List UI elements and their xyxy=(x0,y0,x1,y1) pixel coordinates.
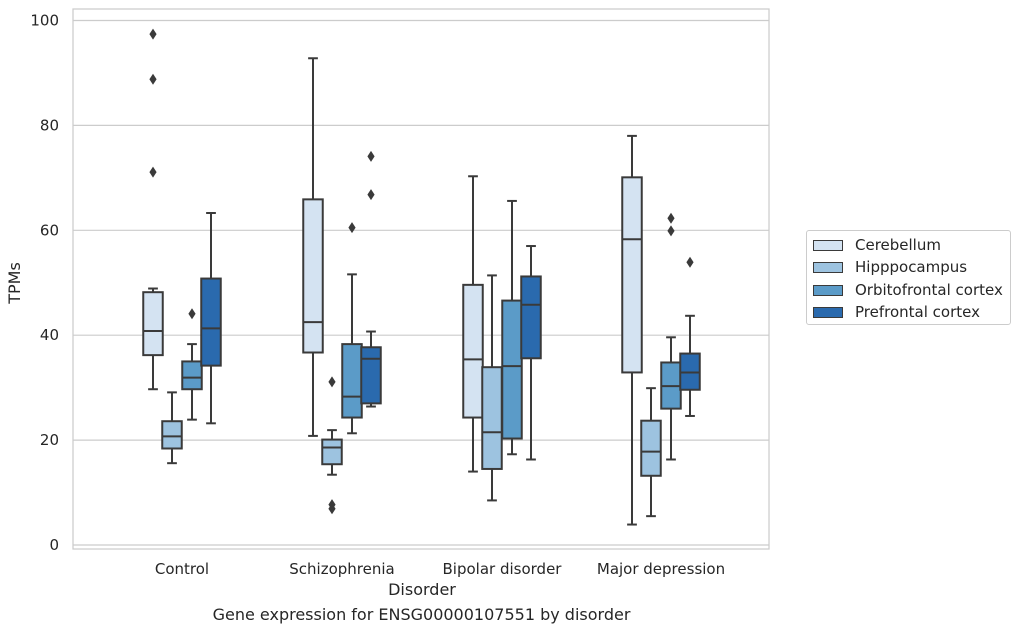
x-axis-label: Disorder xyxy=(388,580,456,599)
x-tick-label: Bipolar disorder xyxy=(443,560,563,578)
x-tick-labels: Control Schizophrenia Bipolar disorder Majo… xyxy=(155,560,725,578)
y-tick-label: 100 xyxy=(30,12,59,30)
x-tick-label: Schizophrenia xyxy=(289,560,394,578)
outlier-point xyxy=(149,28,157,40)
box-iqr xyxy=(360,346,382,405)
box-iqr xyxy=(621,176,643,374)
y-tick-label: 80 xyxy=(40,116,59,134)
outlier-point xyxy=(149,166,157,178)
legend-item-prefrontal-cortex: Prefrontal cortex xyxy=(813,302,980,322)
box-0-1 xyxy=(302,57,324,437)
box-3-2 xyxy=(520,245,542,461)
box-0-3 xyxy=(621,134,643,526)
box-3-3 xyxy=(679,256,701,417)
y-tick-label: 20 xyxy=(40,431,59,449)
box-iqr xyxy=(321,438,343,466)
outlier-point xyxy=(188,308,196,320)
legend-label-cerebellum: Cerebellum xyxy=(855,236,941,254)
outlier-point xyxy=(667,225,675,237)
legend-item-hippocampus: Hipppocampus xyxy=(813,257,967,277)
y-tick-labels: 0 20 40 60 80 100 xyxy=(30,12,59,555)
box-iqr xyxy=(142,291,164,357)
box-1-2 xyxy=(481,274,503,502)
box-0-0 xyxy=(142,28,164,391)
box-2-3 xyxy=(660,212,682,461)
outlier-point xyxy=(667,212,675,224)
box-2-0 xyxy=(181,308,203,421)
box-iqr xyxy=(501,299,523,440)
y-axis-label: TPMs xyxy=(5,262,24,305)
legend-swatch-prefrontal-cortex xyxy=(813,306,843,318)
legend-item-orbitofrontal-cortex: Orbitofrontal cortex xyxy=(813,280,1003,300)
box-1-0 xyxy=(161,391,183,465)
outlier-point xyxy=(367,150,375,162)
box-iqr xyxy=(302,198,324,354)
y-tick-label: 0 xyxy=(49,536,59,554)
y-tick-label: 40 xyxy=(40,326,59,344)
legend-swatch-orbitofrontal-cortex xyxy=(813,284,843,296)
box-iqr xyxy=(341,343,363,419)
box-0-2 xyxy=(462,175,484,473)
outlier-point xyxy=(149,73,157,85)
box-1-1 xyxy=(321,376,343,515)
x-tick-label: Control xyxy=(155,560,209,578)
box-iqr xyxy=(462,283,484,419)
legend-swatch-cerebellum xyxy=(813,239,843,251)
outlier-point xyxy=(686,256,694,268)
plot-frame xyxy=(72,8,770,550)
box-3-1 xyxy=(360,150,382,408)
box-2-2 xyxy=(501,199,523,456)
outlier-point xyxy=(328,376,336,388)
grid-lines xyxy=(73,19,769,546)
box-iqr xyxy=(161,420,183,450)
box-1-3 xyxy=(640,387,662,518)
y-tick-label: 60 xyxy=(40,221,59,239)
chart-title: Gene expression for ENSG00000107551 by d… xyxy=(212,605,631,624)
box-3-0 xyxy=(200,211,222,425)
legend-label-orbitofrontal-cortex: Orbitofrontal cortex xyxy=(855,281,1003,299)
legend-swatch-hippocampus xyxy=(813,261,843,273)
legend-label-hippocampus: Hipppocampus xyxy=(855,258,968,276)
box-iqr xyxy=(640,419,662,477)
box-iqr xyxy=(181,360,203,391)
outlier-point xyxy=(348,222,356,234)
outlier-point xyxy=(328,503,336,515)
box-iqr xyxy=(200,277,222,367)
box-plots xyxy=(142,28,701,526)
legend-item-cerebellum: Cerebellum xyxy=(813,235,941,255)
legend: Cerebellum Hipppocampus Orbitofrontal co… xyxy=(806,230,1011,325)
legend-label-prefrontal-cortex: Prefrontal cortex xyxy=(855,303,980,321)
box-2-1 xyxy=(341,222,363,435)
x-tick-label: Major depression xyxy=(597,560,725,578)
outlier-point xyxy=(367,189,375,201)
box-iqr xyxy=(481,366,503,470)
box-iqr xyxy=(520,275,542,360)
